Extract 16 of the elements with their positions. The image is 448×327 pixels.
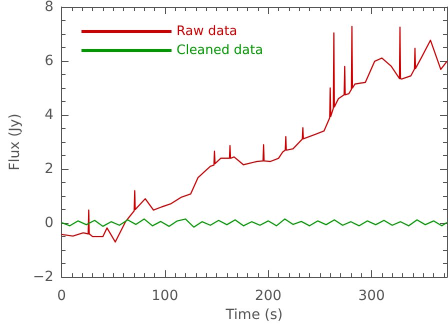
- x-tick-label: 100: [152, 288, 178, 304]
- y-tick-label: 4: [44, 107, 54, 124]
- x-tick-label: 200: [254, 288, 282, 304]
- x-axis-title: Time (s): [224, 307, 283, 323]
- y-tick-label: 6: [44, 53, 54, 70]
- x-tick-label: 0: [57, 288, 66, 304]
- y-tick-label: 0: [44, 215, 54, 232]
- line-series: [60, 218, 448, 228]
- y-tick-label: −2: [32, 269, 54, 286]
- y-axis-title: Flux (Jy): [7, 114, 23, 170]
- y-tick-label: 8: [44, 0, 54, 15]
- text: Cleaned data: [176, 43, 264, 58]
- text: Raw data: [176, 24, 238, 39]
- x-tick-label: 300: [358, 288, 385, 304]
- line-series: [60, 26, 448, 243]
- y-tick-label: 2: [44, 161, 54, 178]
